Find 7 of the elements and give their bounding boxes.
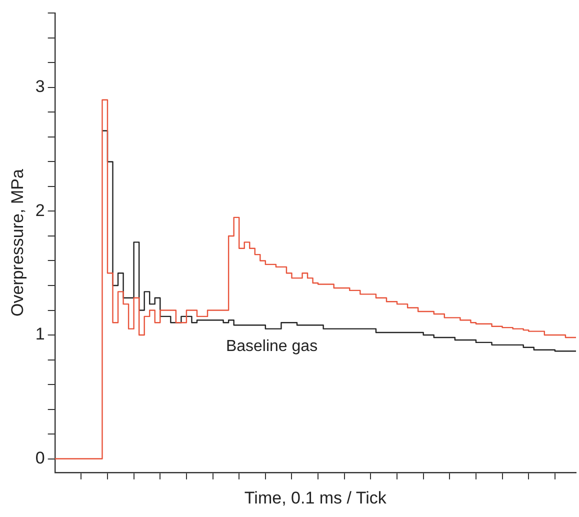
y-tick-label: 3 <box>35 77 45 96</box>
y-axis-title: Overpressure, MPa <box>8 168 27 316</box>
x-axis-title: Time, 0.1 ms / Tick <box>244 488 387 508</box>
y-tick-label: 1 <box>35 324 45 344</box>
y-tick-label: 2 <box>35 200 45 220</box>
y-tick-label: 0 <box>35 448 45 468</box>
series-label: Baseline gas <box>226 338 318 356</box>
